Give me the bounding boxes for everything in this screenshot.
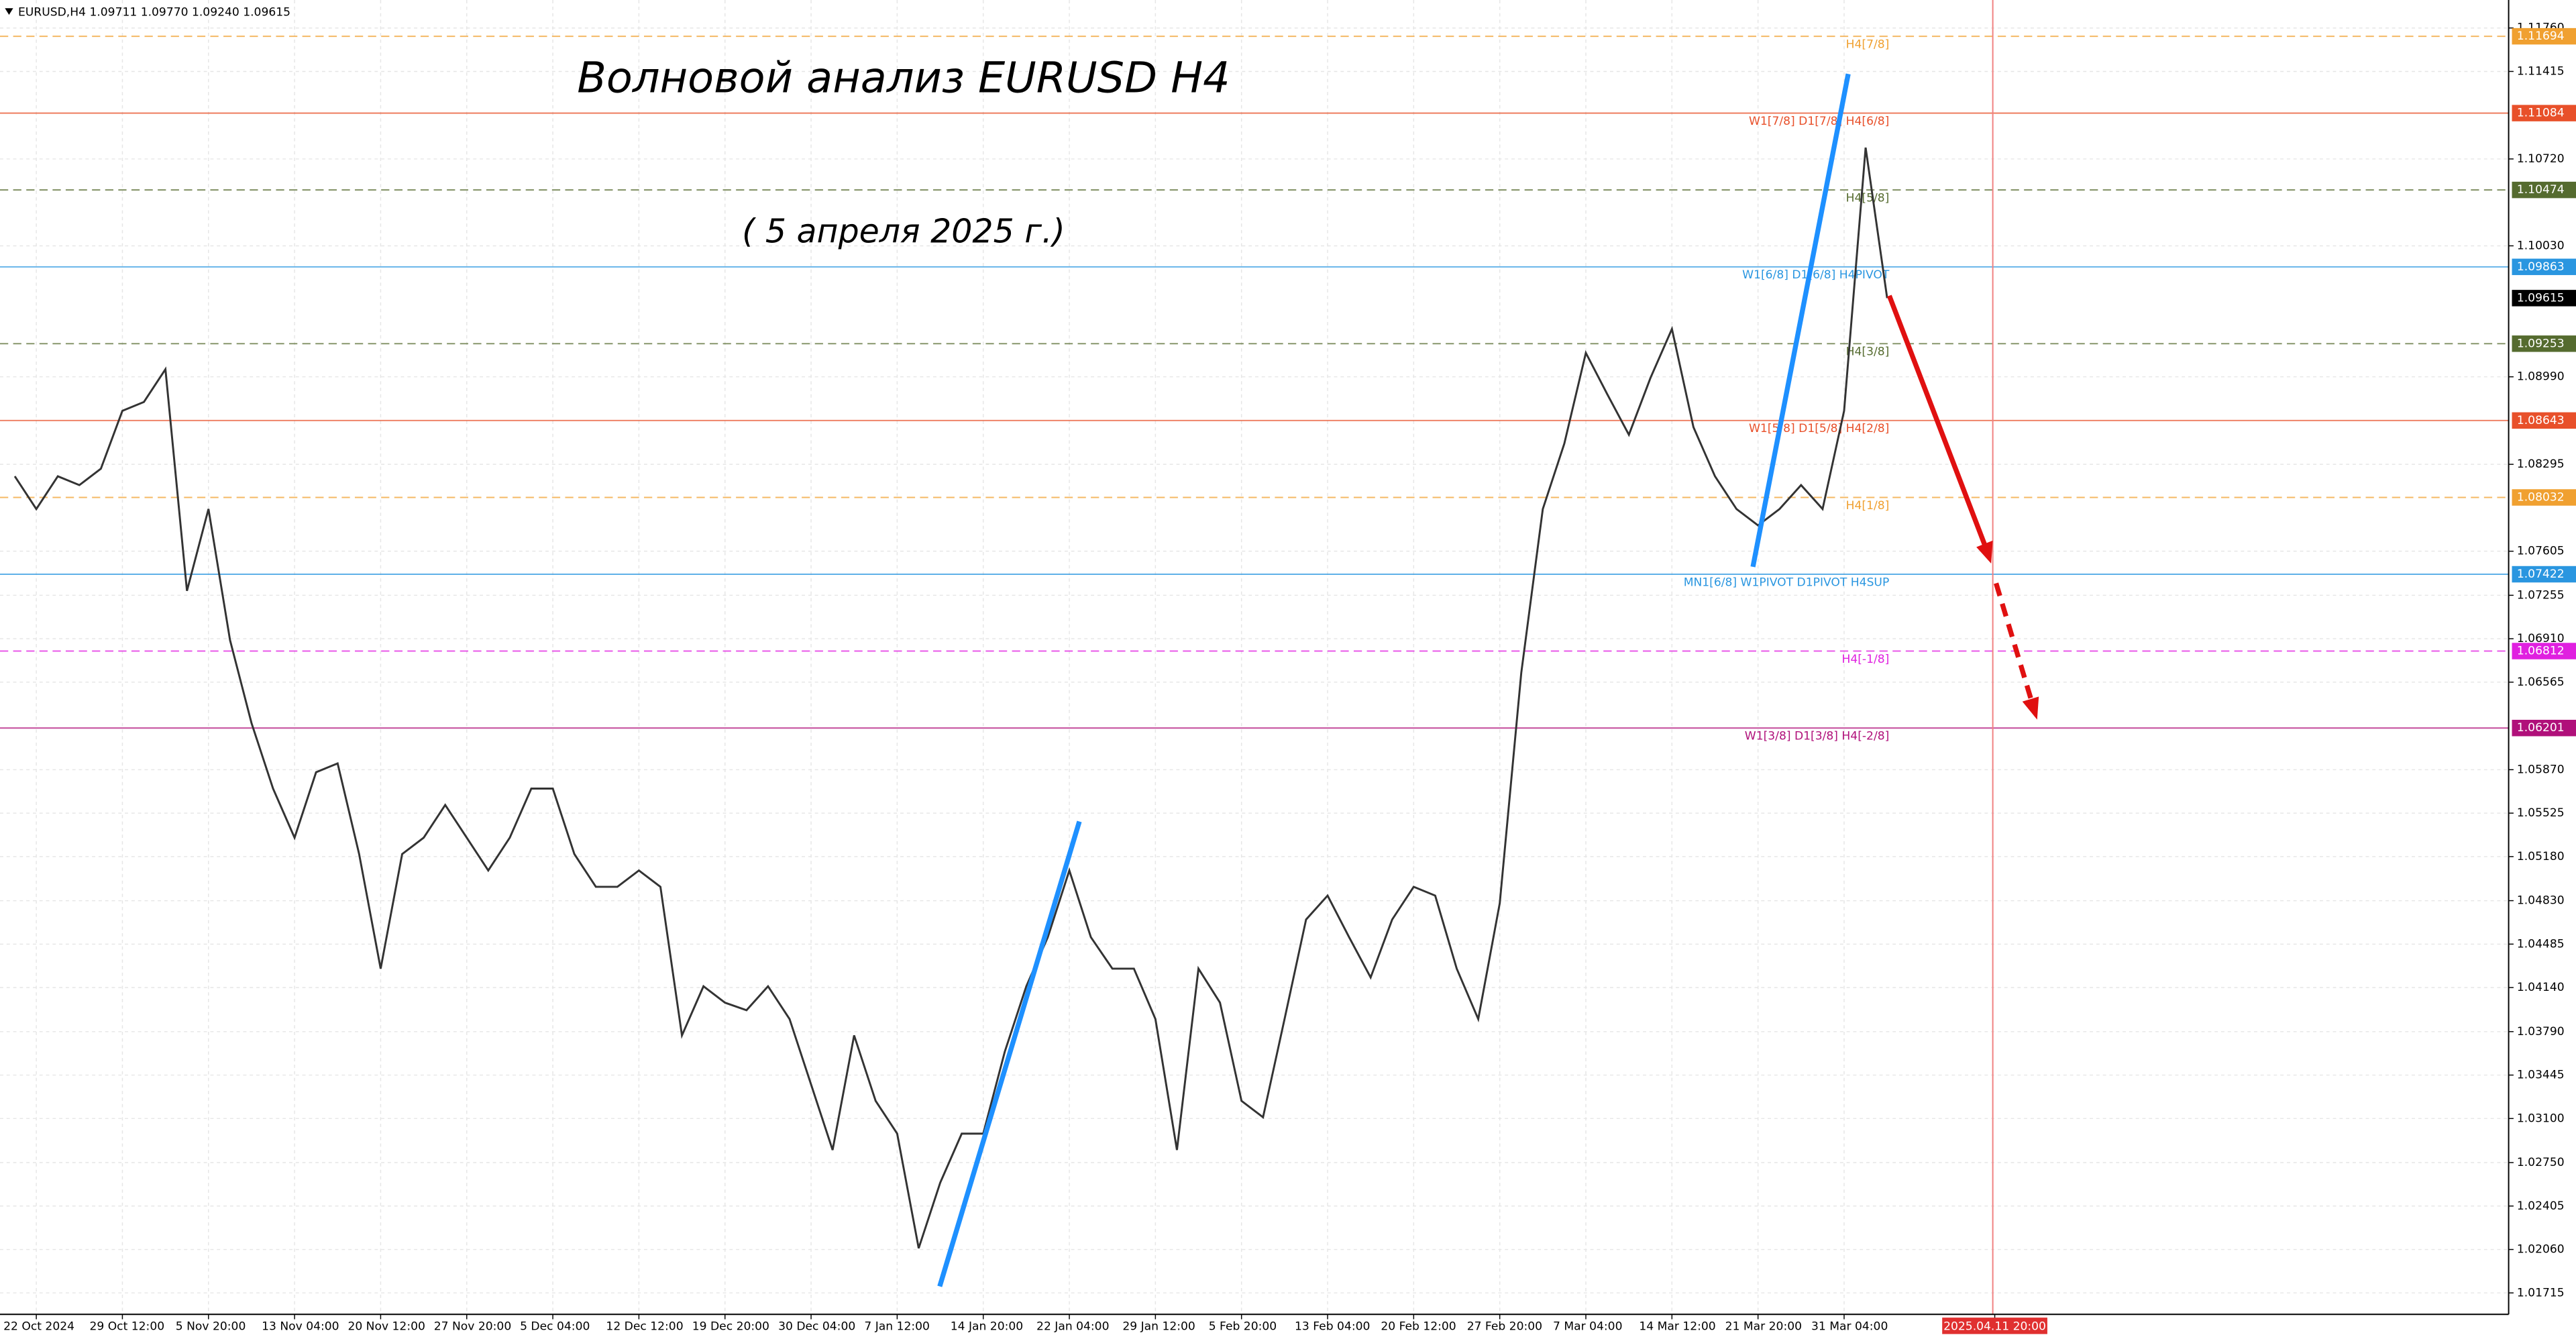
- y-tick-label: 1.04485: [2517, 937, 2565, 951]
- chart-title: Волновой анализ EURUSD H4: [577, 54, 1230, 103]
- level-label: W1[6/8] D1[6/8] H4PIVOT: [1742, 268, 1890, 282]
- price-tag: [2512, 643, 2576, 659]
- y-tick-label: 1.04830: [2517, 894, 2565, 908]
- y-tick-label: 1.05870: [2517, 763, 2565, 776]
- x-tick-label: 27 Nov 20:00: [434, 1320, 511, 1334]
- price-line: [13, 147, 1888, 1249]
- y-tick-label: 1.07255: [2517, 588, 2565, 602]
- x-tick-label: 19 Dec 20:00: [692, 1320, 769, 1334]
- price-tag: [2512, 28, 2576, 45]
- y-tick-label: 1.01715: [2517, 1286, 2565, 1299]
- x-tick-label: 13 Nov 04:00: [262, 1320, 339, 1334]
- y-tick-label: 1.02405: [2517, 1199, 2565, 1213]
- x-tick-label: 5 Nov 20:00: [176, 1320, 246, 1334]
- y-tick-label: 1.03790: [2517, 1025, 2565, 1038]
- price-tag: [2512, 566, 2576, 583]
- level-label: W1[5/8] D1[5/8] H4[2/8]: [1749, 422, 1889, 435]
- x-tick-label: 30 Dec 04:00: [778, 1320, 855, 1334]
- header: EURUSD,H4 1.09711 1.09770 1.09240 1.0961…: [18, 5, 290, 19]
- plot: [13, 147, 1888, 1249]
- price-tag: [2512, 105, 2576, 121]
- level-label: MN1[6/8] W1PIVOT D1PIVOT H4SUP: [1684, 576, 1890, 589]
- level-label: H4[3/8]: [1846, 345, 1890, 359]
- price-tag-label: 1.06201: [2517, 721, 2565, 735]
- x-tick-label: 14 Mar 12:00: [1639, 1320, 1715, 1334]
- y-tick-label: 1.05525: [2517, 806, 2565, 820]
- last-price-label: 1.09615: [2517, 291, 2565, 305]
- y-tick-label: 1.08295: [2517, 458, 2565, 471]
- x-tick-label: 12 Dec 12:00: [606, 1320, 683, 1334]
- levels: H4[7/8] W1[7/8] D1[7/8] H4[6/8] H4[5/8] W1[…: [0, 36, 2509, 743]
- level-label: H4[-1/8]: [1841, 653, 1889, 666]
- x-tick-label: 21 Mar 20:00: [1725, 1320, 1802, 1334]
- price-tag-label: 1.10474: [2517, 183, 2565, 197]
- y-tick-label: 1.08990: [2517, 370, 2565, 384]
- y-tick-label: 1.06910: [2517, 632, 2565, 645]
- level-label: H4[1/8]: [1846, 499, 1890, 513]
- x-tick-label: 22 Oct 2024: [3, 1320, 74, 1334]
- price-tag-label: 1.07422: [2517, 568, 2565, 581]
- x-tick-label: 31 Mar 04:00: [1811, 1320, 1888, 1334]
- x-tick-label: 22 Jan 04:00: [1036, 1320, 1109, 1334]
- x-tick-label: 27 Feb 20:00: [1467, 1320, 1542, 1334]
- price-tag: [2512, 335, 2576, 352]
- x-tick-label: 5 Feb 20:00: [1209, 1320, 1277, 1334]
- x-cursor-tag: [1942, 1318, 2047, 1334]
- menu-triangle: [5, 8, 13, 15]
- price-tag-label: 1.11084: [2517, 107, 2565, 120]
- grid: [0, 0, 2509, 1315]
- x-tick-label: 14 Jan 20:00: [951, 1320, 1023, 1334]
- y-tick-label: 1.07605: [2517, 545, 2565, 558]
- x-tick-label: 2025.04.11 20:00: [1943, 1320, 2046, 1334]
- level-label: W1[7/8] D1[7/8] H4[6/8]: [1749, 115, 1889, 128]
- wave-line: [1750, 73, 1851, 568]
- wave-line: [937, 820, 1082, 1287]
- y-tick-label: 1.10030: [2517, 239, 2565, 252]
- level-label: H4[7/8]: [1846, 38, 1890, 51]
- y-tick-label: 1.02060: [2517, 1243, 2565, 1256]
- x-tick-label: 13 Feb 04:00: [1295, 1320, 1370, 1334]
- x-tick-label: 29 Jan 12:00: [1122, 1320, 1195, 1334]
- price-tag-label: 1.09253: [2517, 337, 2565, 350]
- price-tag-label: 1.08643: [2517, 414, 2565, 427]
- y-tick-label: 1.11415: [2517, 64, 2565, 78]
- price-tag-label: 1.08032: [2517, 491, 2565, 504]
- price-tag-label: 1.11694: [2517, 30, 2565, 43]
- level-label: W1[3/8] D1[3/8] H4[-2/8]: [1745, 729, 1890, 743]
- x-tick-label: 7 Mar 04:00: [1553, 1320, 1622, 1334]
- y-tick-label: 1.02750: [2517, 1156, 2565, 1169]
- price-tag-label: 1.06812: [2517, 645, 2565, 658]
- x-tick-label: 20 Feb 12:00: [1381, 1320, 1456, 1334]
- axis-labels: 1.117601.114151.107201.100301.089901.082…: [3, 21, 2576, 1334]
- forecast-arrow: [1886, 294, 1989, 550]
- chart-subtitle: ( 5 апреля 2025 г.): [742, 212, 1065, 250]
- y-tick-label: 1.05180: [2517, 850, 2565, 863]
- price-tag: [2512, 489, 2576, 506]
- x-tick-label: 20 Nov 12:00: [347, 1320, 425, 1334]
- y-tick-label: 1.04140: [2517, 981, 2565, 994]
- y-tick-label: 1.03445: [2517, 1069, 2565, 1082]
- price-tag: [2512, 258, 2576, 276]
- x-tick-label: 7 Jan 12:00: [864, 1320, 930, 1334]
- price-tag: [2512, 719, 2576, 737]
- price-tag: [2512, 412, 2576, 429]
- level-label: H4[5/8]: [1846, 191, 1890, 205]
- y-tick-label: 1.06565: [2517, 676, 2565, 689]
- y-tick-label: 1.10720: [2517, 152, 2565, 166]
- arrow-head: [1976, 540, 1993, 564]
- y-tick-label: 1.03100: [2517, 1112, 2565, 1125]
- arrow-head: [2022, 696, 2039, 720]
- x-tick-label: 29 Oct 12:00: [89, 1320, 164, 1334]
- last-price-tag: [2512, 290, 2576, 307]
- price-tag-label: 1.09863: [2517, 260, 2565, 274]
- x-tick-label: 5 Dec 04:00: [520, 1320, 590, 1334]
- price-tag: [2512, 181, 2576, 199]
